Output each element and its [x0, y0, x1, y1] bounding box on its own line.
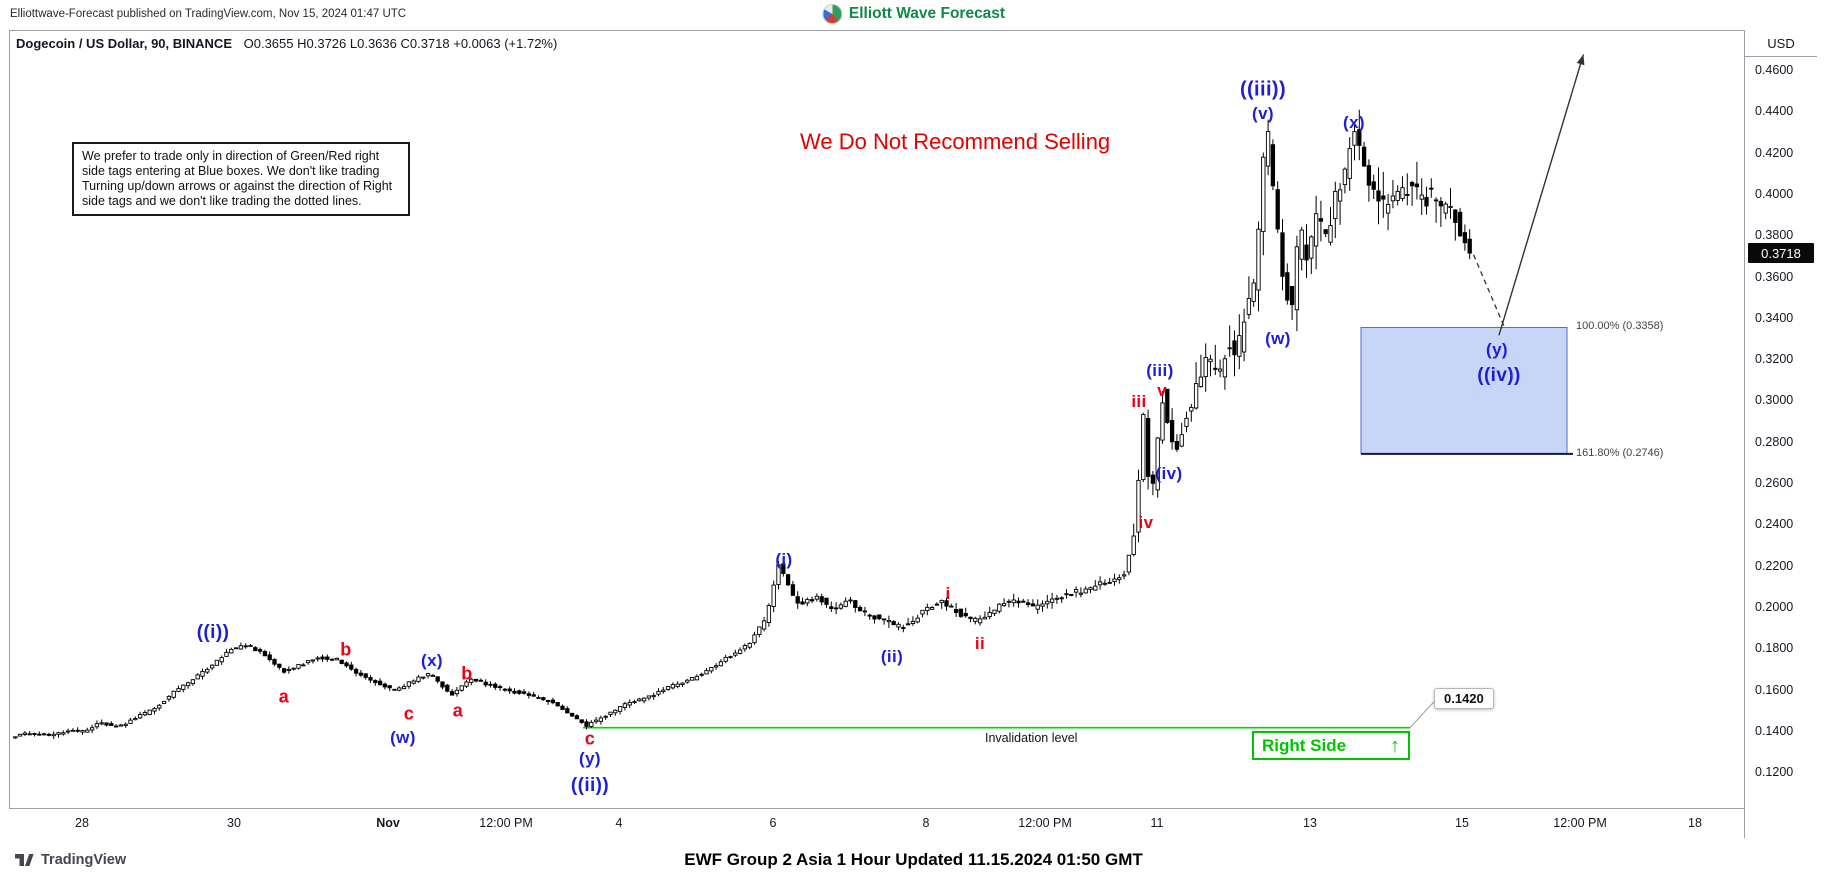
time-tick: 12:00 PM: [479, 816, 533, 830]
time-tick: 15: [1455, 816, 1469, 830]
callout-leader-line: [1409, 701, 1435, 729]
symbol-bar[interactable]: Dogecoin / US Dollar, 90, BINANCE O0.365…: [16, 36, 557, 51]
price-tick: 0.4200: [1755, 145, 1794, 160]
publish-info: Elliottwave-Forecast published on Tradin…: [10, 8, 407, 20]
time-tick: 11: [1150, 816, 1164, 830]
ewf-logo-icon: [821, 4, 842, 24]
price-tick: 0.4400: [1755, 104, 1794, 119]
price-tick-list: 0.4600 0.4400 0.4200 0.4000 0.3800 0.3600 0.34…: [1745, 30, 1817, 838]
price-tick: 0.3200: [1755, 352, 1794, 367]
time-tick: 4: [615, 816, 623, 830]
arrowhead-icon: [1576, 54, 1585, 66]
price-tick: 0.2800: [1755, 434, 1794, 449]
price-tick: 0.2400: [1755, 517, 1794, 532]
time-axis[interactable]: 28 30 Nov 12:00 PM 4 6 8 12:00 PM 11 13 15 12:00 PM…: [9, 808, 1744, 838]
symbol-ohlc-values: O0.3655 H0.3726 L0.3636 C0.3718 +0.0063 …: [243, 36, 558, 51]
price-tick: 0.1400: [1755, 723, 1794, 738]
price-tick: 0.4000: [1755, 186, 1794, 201]
tradingview-name: TradingView: [41, 851, 127, 868]
symbol-title: Dogecoin / US Dollar, 90, BINANCE: [16, 36, 232, 51]
price-tick: 0.2200: [1755, 558, 1794, 573]
time-tick: Nov: [376, 816, 400, 830]
price-tick: 0.3400: [1755, 310, 1794, 325]
dashed-projection-line: [1473, 254, 1505, 328]
time-tick: 8: [922, 816, 930, 830]
time-tick: 13: [1303, 816, 1317, 830]
candle-bodies: [13, 129, 1472, 739]
price-tick: 0.3600: [1755, 269, 1794, 284]
time-tick: 12:00 PM: [1553, 816, 1607, 830]
currency-label: USD: [1745, 30, 1817, 57]
tradingview-brand[interactable]: TradingView: [14, 849, 126, 870]
price-tick: 0.1800: [1755, 641, 1794, 656]
price-tick: 0.2600: [1755, 476, 1794, 490]
chart-caption: EWF Group 2 Asia 1 Hour Updated 11.15.20…: [684, 850, 1143, 869]
time-tick: 28: [75, 816, 89, 830]
blue-box: [1360, 326, 1568, 455]
time-tick: 6: [769, 816, 777, 830]
candle-wicks: [14, 109, 1471, 739]
price-tick: 0.4600: [1755, 63, 1794, 77]
last-price-badge: 0.3718: [1748, 243, 1814, 264]
price-tick: 0.2000: [1755, 599, 1794, 614]
time-tick: 12:00 PM: [1018, 816, 1072, 830]
price-tick: 0.1600: [1755, 682, 1794, 697]
trend-arrow-line: [1498, 54, 1585, 336]
price-tick: 0.3000: [1755, 393, 1794, 408]
price-axis[interactable]: USD 0.4600 0.4400 0.4200 0.4000 0.3800 0.3600…: [1744, 30, 1817, 838]
tradingview-logo-icon: [15, 854, 34, 866]
price-tick: 0.1200: [1755, 765, 1794, 780]
price-tick: 0.3800: [1755, 228, 1794, 243]
ewf-brand: Elliott Wave Forecast: [821, 4, 1006, 24]
time-tick: 30: [227, 816, 241, 830]
time-tick: 18: [1688, 816, 1702, 830]
footer-bar: TradingView EWF Group 2 Asia 1 Hour Upda…: [0, 838, 1827, 892]
ewf-brand-name: Elliott Wave Forecast: [848, 5, 1006, 22]
